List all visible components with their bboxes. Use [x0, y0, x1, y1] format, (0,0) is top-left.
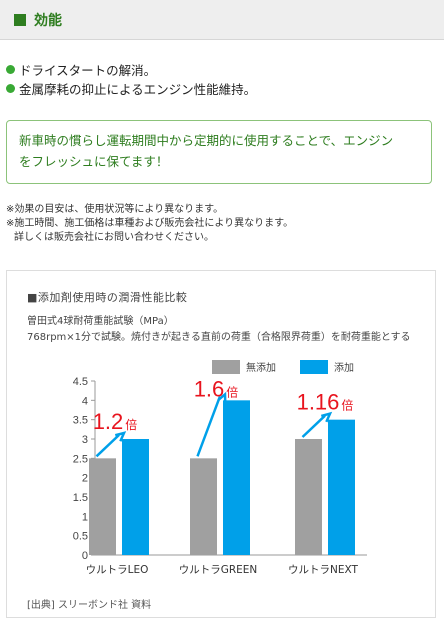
x-tick-label: ウルトラGREEN [179, 564, 258, 576]
disclaimer: ※効果の目安は、使用状況等により異なります。 ※施工時間、施工価格は車種および販… [6, 203, 293, 245]
ratio-label: 1.16 倍 [297, 390, 354, 415]
note-line: 新車時の慣らし運転期間中から定期的に使用することで、エンジン [19, 133, 394, 148]
chart-subtitle-line: 曽田式4球耐荷重能試験（MPa） [27, 316, 174, 327]
bullet-dot-icon [6, 65, 15, 74]
feature-text: 金属摩耗の抑止によるエンジン性能維持。 [19, 82, 257, 97]
chart-panel: ■添加剤使用時の潤滑性能比較 曽田式4球耐荷重能試験（MPa） 768rpm×1… [6, 270, 436, 618]
bar-additive [223, 400, 250, 555]
bar-no-additive [295, 439, 322, 555]
arrow-shaft [196, 395, 222, 457]
y-tick-label: 1.5 [73, 492, 88, 504]
bar-additive [122, 439, 149, 555]
arrow-shaft [301, 414, 326, 438]
note-line: をフレッシュに保てます！ [19, 154, 169, 169]
x-tick-label: ウルトラLEO [86, 564, 149, 576]
section-header: 効能 [0, 0, 444, 40]
ratio-number: 1.6 [194, 376, 225, 401]
legend-label: 添加 [334, 361, 354, 374]
ratio-unit: 倍 [341, 398, 353, 413]
arrow-head [217, 391, 227, 404]
y-tick-label: 0.5 [73, 531, 88, 543]
arrow-head [320, 411, 333, 423]
ratio-label: 1.6 倍 [194, 376, 239, 401]
disclaimer-line: ※効果の目安は、使用状況等により異なります。 [6, 204, 224, 215]
legend-swatch [300, 360, 328, 374]
legend-swatch [212, 360, 240, 374]
y-tick-label: 4.5 [73, 376, 88, 388]
chart-title: ■添加剤使用時の潤滑性能比較 [27, 291, 188, 304]
bar-additive [328, 419, 355, 555]
chart-source: [出典] スリーボンド社 資料 [27, 600, 152, 611]
list-item: ドライスタートの解消。 [6, 60, 256, 79]
y-tick-label: 1 [82, 511, 88, 523]
y-tick-label: 0 [82, 550, 88, 562]
ratio-unit: 倍 [125, 417, 137, 432]
y-tick-label: 3.5 [73, 415, 88, 427]
disclaimer-line: ※施工時間、施工価格は車種および販売会社により異なります。 [6, 218, 294, 229]
list-item: 金属摩耗の抑止によるエンジン性能維持。 [6, 79, 256, 98]
feature-list: ドライスタートの解消。 金属摩耗の抑止によるエンジン性能維持。 [6, 60, 256, 98]
ratio-unit: 倍 [226, 384, 238, 399]
chart-subtitle-line: 768rpm×1分で試験。焼付きが起きる直前の荷重（合格限界荷重）を耐荷重能とす… [27, 332, 411, 343]
legend-label: 無添加 [246, 361, 276, 374]
y-tick-label: 2 [82, 473, 88, 485]
arrow-head [114, 431, 127, 442]
y-tick-label: 2.5 [73, 453, 88, 465]
bar-no-additive [190, 458, 217, 555]
y-tick-label: 4 [82, 395, 88, 407]
highlight-note: 新車時の慣らし運転期間中から定期的に使用することで、エンジン をフレッシュに保て… [6, 120, 432, 184]
y-tick-label: 3 [82, 434, 88, 446]
arrow-shaft [95, 434, 120, 458]
square-bullet-icon [14, 13, 26, 26]
ratio-number: 1.2 [93, 409, 124, 434]
ratio-number: 1.16 [297, 390, 340, 415]
bar-no-additive [89, 458, 116, 555]
bullet-dot-icon [6, 84, 15, 93]
section-title: 効能 [34, 12, 62, 29]
disclaimer-line: 詳しくは販売会社にお問い合わせください。 [14, 232, 214, 243]
x-tick-label: ウルトラNEXT [288, 564, 358, 576]
feature-text: ドライスタートの解消。 [19, 63, 157, 78]
chart-subtitle: 曽田式4球耐荷重能試験（MPa） 768rpm×1分で試験。焼付きが起きる直前の… [27, 314, 411, 346]
ratio-label: 1.2 倍 [93, 409, 138, 434]
